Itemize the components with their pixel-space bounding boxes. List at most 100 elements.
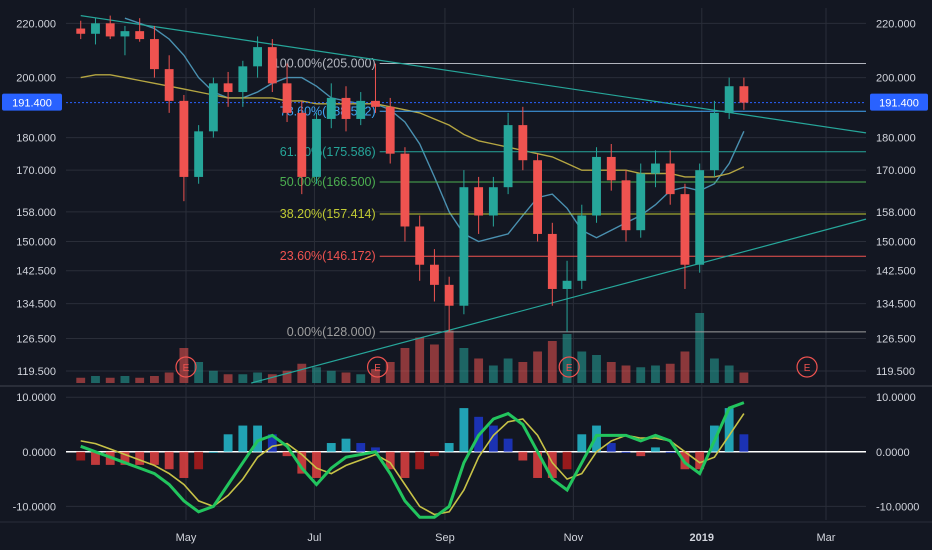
price-candles[interactable] — [76, 15, 749, 332]
trendlines — [66, 15, 867, 384]
earnings-marker[interactable]: E — [175, 356, 197, 378]
oscillator-histogram-bar — [385, 451, 395, 470]
candle[interactable] — [312, 112, 321, 184]
candle[interactable] — [518, 106, 528, 171]
volume-bar — [724, 365, 734, 383]
oscillator-histogram-bar — [695, 451, 705, 470]
candle[interactable] — [474, 176, 484, 234]
candle[interactable] — [724, 77, 734, 119]
candle-body — [444, 284, 454, 306]
earnings-marker[interactable]: E — [796, 356, 818, 378]
candle[interactable] — [223, 71, 233, 107]
candle[interactable] — [164, 55, 174, 113]
candle[interactable] — [444, 276, 454, 332]
candle[interactable] — [120, 25, 130, 56]
candle[interactable] — [621, 170, 631, 242]
oscillator-histogram-bar — [651, 447, 660, 452]
candle[interactable] — [341, 86, 351, 132]
candle[interactable] — [606, 143, 616, 191]
candle-body — [179, 100, 189, 177]
candle-body — [267, 47, 277, 84]
candle[interactable] — [76, 20, 86, 40]
volume-bar — [105, 377, 115, 383]
volume-bar — [356, 374, 366, 383]
candle[interactable] — [533, 153, 542, 242]
candle[interactable] — [179, 94, 189, 202]
candle[interactable] — [326, 83, 336, 129]
candle[interactable] — [400, 147, 410, 242]
candle[interactable] — [91, 18, 100, 45]
candle[interactable] — [547, 222, 557, 306]
oscillator-fast-line — [80, 401, 745, 519]
candle[interactable] — [710, 100, 719, 177]
oscillator-histogram-bar — [179, 451, 189, 478]
y-tick-label-right: 220.000 — [876, 18, 916, 30]
oscillator-histogram-bar — [621, 451, 631, 453]
y-tick-label-left: 119.500 — [17, 366, 56, 378]
candle[interactable] — [385, 97, 395, 164]
candle-body — [488, 187, 498, 216]
candle-body — [695, 170, 705, 265]
volume-bar — [179, 348, 189, 383]
candle[interactable] — [680, 183, 690, 289]
y-tick-label-left: 158.000 — [16, 207, 56, 219]
candle[interactable] — [105, 15, 115, 40]
candle-body — [282, 83, 292, 113]
candle[interactable] — [636, 163, 646, 238]
candle[interactable] — [371, 63, 380, 113]
oscillator-histogram-bar — [488, 425, 498, 452]
candle[interactable] — [651, 150, 660, 188]
candle[interactable] — [503, 112, 513, 195]
fib-level-label: 0.00%(128.000) — [287, 325, 376, 339]
earnings-marker[interactable]: E — [366, 356, 389, 378]
oscillator-histogram-bar — [194, 451, 204, 470]
candle[interactable] — [592, 147, 601, 223]
oscillator-histogram-bar — [135, 451, 145, 465]
candle-body — [91, 23, 100, 34]
candle-body — [459, 187, 469, 306]
oscillator-histogram-bar — [341, 438, 351, 452]
y-tick-label-left: 126.500 — [16, 334, 56, 346]
candle[interactable] — [459, 170, 469, 315]
oscillator-histogram-bar — [120, 451, 130, 465]
y-tick-label-left: 150.000 — [16, 236, 56, 248]
x-tick-label: May — [176, 532, 197, 544]
candle[interactable] — [739, 77, 749, 110]
earnings-marker[interactable]: E — [558, 356, 580, 378]
candle[interactable] — [356, 92, 366, 126]
candle-body — [105, 23, 115, 37]
volume-bar — [91, 376, 100, 383]
candle[interactable] — [238, 60, 248, 107]
candle[interactable] — [297, 100, 307, 195]
oscillator-histogram-bar — [400, 451, 410, 478]
candle-body — [474, 187, 484, 216]
candle[interactable] — [562, 260, 572, 332]
candle[interactable] — [208, 77, 218, 138]
y-tick-label-right: 200.000 — [876, 73, 916, 85]
oscillator-histogram-bar — [430, 451, 439, 457]
volume-bar — [606, 362, 616, 383]
volume-bar — [326, 370, 336, 383]
candle[interactable] — [665, 150, 675, 205]
candle[interactable] — [488, 176, 498, 227]
volume-bar — [444, 330, 454, 383]
candle[interactable] — [282, 63, 292, 123]
candle[interactable] — [253, 36, 262, 78]
candle-body — [341, 97, 351, 119]
candle[interactable] — [135, 18, 145, 42]
candle[interactable] — [194, 125, 204, 184]
volume-bar — [415, 337, 425, 383]
candle-body — [533, 160, 542, 234]
volume-bar — [238, 374, 248, 383]
candle[interactable] — [267, 39, 277, 93]
candle[interactable] — [150, 25, 159, 78]
volume-bar — [76, 377, 86, 383]
candle[interactable] — [415, 215, 425, 281]
candle[interactable] — [430, 249, 439, 302]
y-tick-label-left: 134.500 — [16, 299, 56, 311]
candle[interactable] — [577, 204, 587, 289]
y-tick-label-right: 134.500 — [876, 299, 916, 311]
candle[interactable] — [695, 163, 705, 273]
